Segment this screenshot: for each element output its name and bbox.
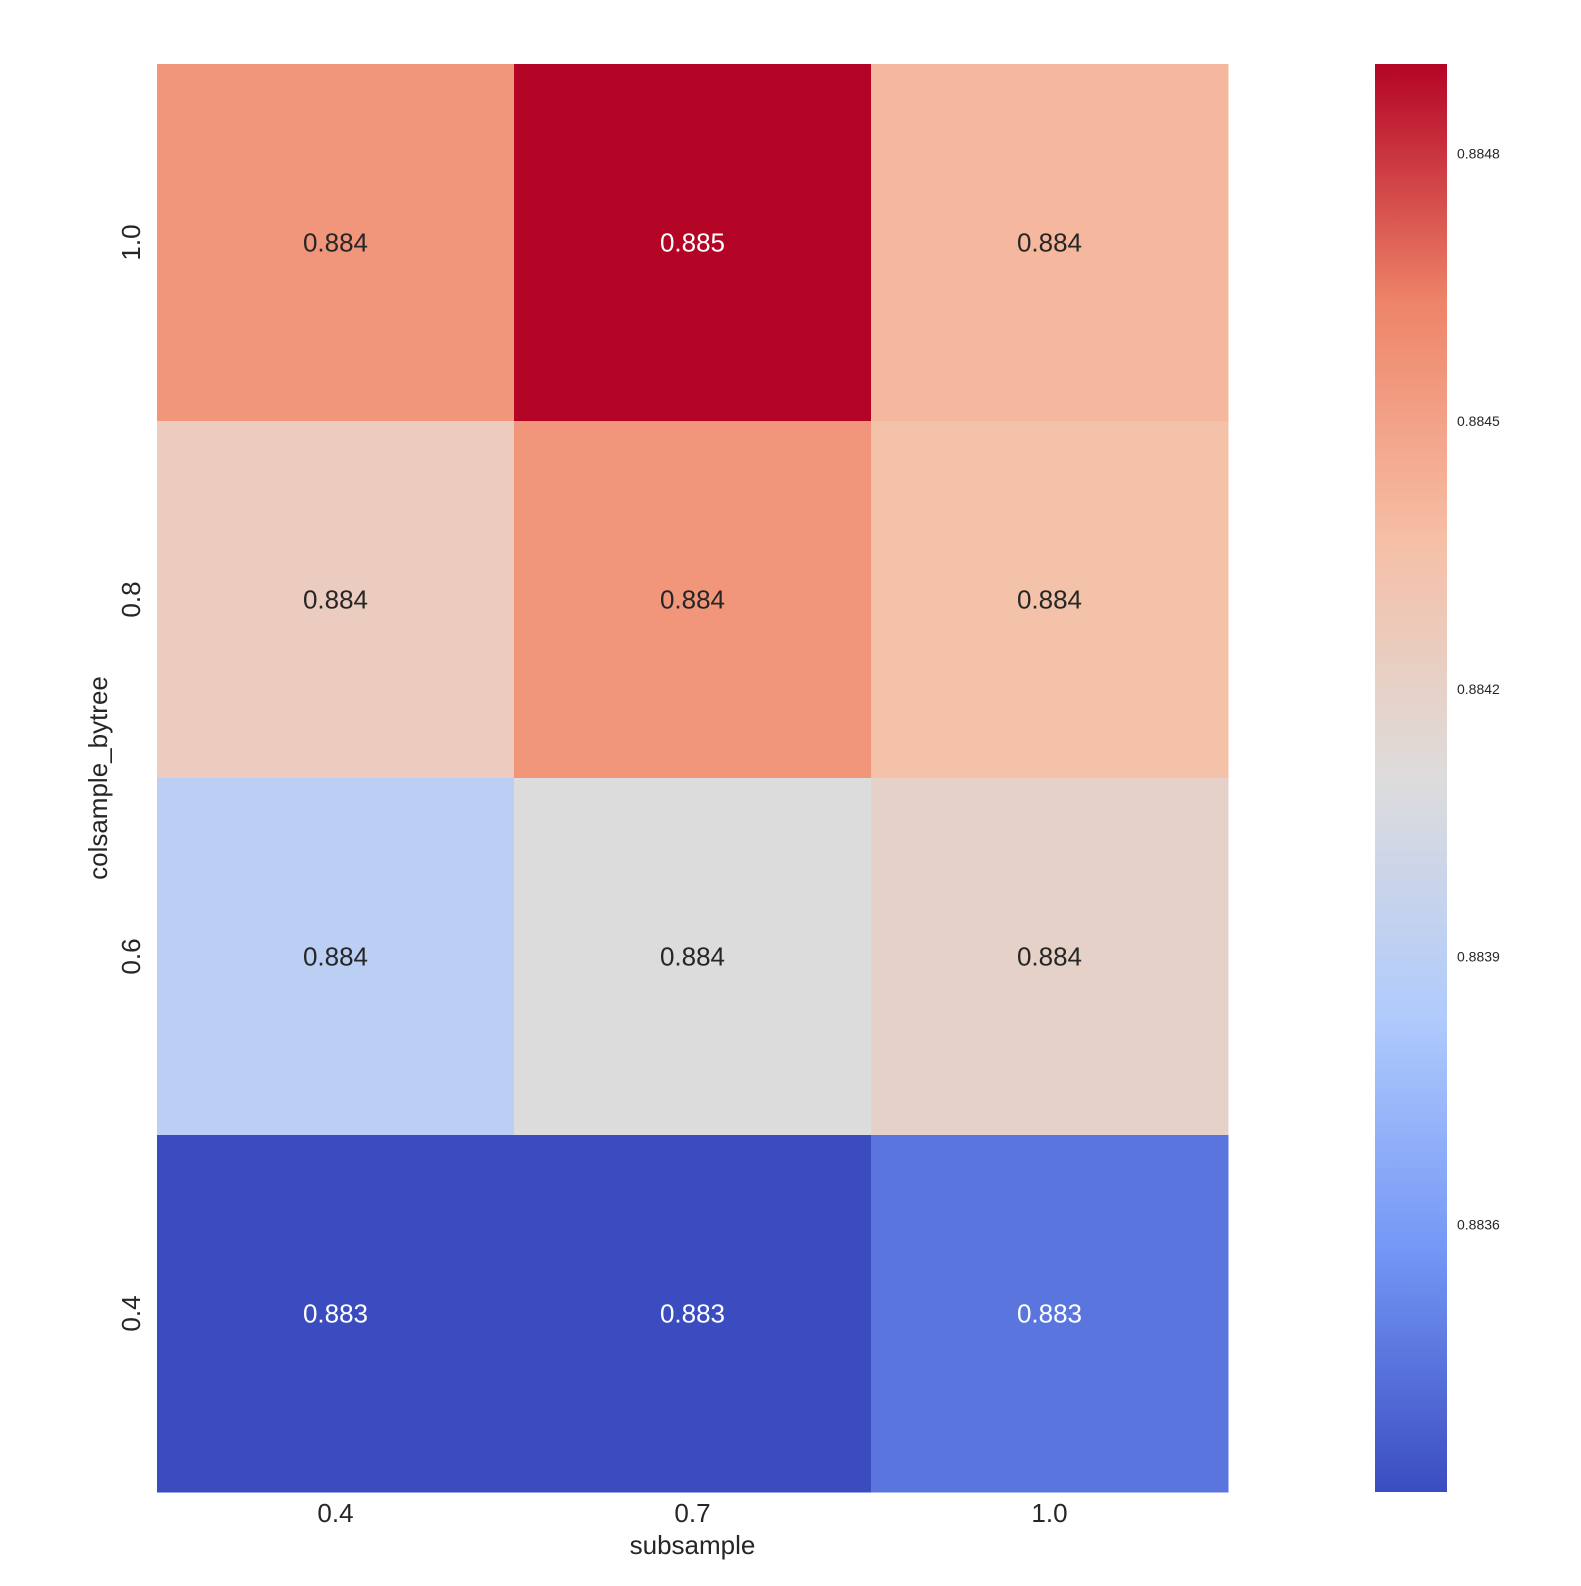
heatmap-cell-value: 0.884 [1017,228,1082,258]
heatmap-cells [157,64,1229,1493]
heatmap-cell [514,1135,872,1493]
heatmap-cell-value: 0.883 [1017,1299,1082,1329]
colorbar-ticks: 0.8836 0.8839 0.8842 0.8845 0.8848 [1457,145,1500,1232]
heatmap-cell [514,421,872,779]
y-axis-label: colsample_bytree [83,676,113,880]
y-tick-label: 1.0 [116,224,146,260]
y-tick-label: 0.8 [116,581,146,617]
colorbar-tick-label: 0.8845 [1457,413,1500,429]
heatmap-cell [514,778,872,1136]
heatmap-cell-value: 0.884 [303,942,368,972]
y-tick-label: 0.6 [116,938,146,974]
heatmap-cell-value: 0.884 [1017,942,1082,972]
heatmap-cell [157,778,515,1136]
x-axis-ticks: 0.4 0.7 1.0 [317,1498,1067,1528]
heatmap-cell [157,1135,515,1493]
heatmap-cell-value: 0.884 [1017,585,1082,615]
y-tick-label: 0.4 [116,1295,146,1331]
x-tick-label: 0.4 [317,1498,353,1528]
colorbar-tick-label: 0.8848 [1457,145,1500,161]
heatmap-cell-value: 0.884 [303,228,368,258]
heatmap-cell-value: 0.884 [660,942,725,972]
x-tick-label: 0.7 [674,1498,710,1528]
heatmap-cell [514,64,872,422]
heatmap-cell [871,64,1229,422]
x-tick-label: 1.0 [1031,1498,1067,1528]
heatmap-cell [157,64,515,422]
heatmap-cell [871,1135,1229,1493]
heatmap-cell [157,421,515,779]
heatmap-cell-value: 0.885 [660,228,725,258]
heatmap-cell [871,778,1229,1136]
x-axis-label: subsample [630,1530,756,1560]
heatmap-cell-value: 0.884 [303,585,368,615]
heatmap-cell-value: 0.883 [303,1299,368,1329]
y-axis-ticks: 1.0 0.8 0.6 0.4 [116,224,146,1331]
heatmap-cell-value: 0.883 [660,1299,725,1329]
colorbar-tick-label: 0.8839 [1457,949,1500,965]
colorbar [1375,64,1447,1492]
heatmap-cell-labels: 0.884 0.885 0.884 0.884 0.884 0.884 0.884 0.884… [303,228,1082,1329]
colorbar-tick-label: 0.8836 [1457,1216,1500,1232]
heatmap-cell-value: 0.884 [660,585,725,615]
colorbar-tick-label: 0.8842 [1457,681,1500,697]
heatmap-cell [871,421,1229,779]
